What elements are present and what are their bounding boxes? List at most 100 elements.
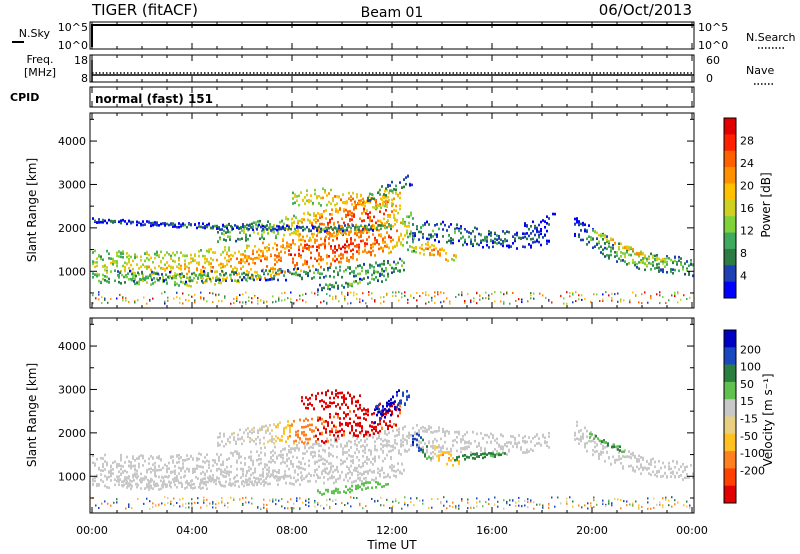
cell [438,454,440,457]
cell [365,480,367,483]
cell [434,224,436,227]
cell [147,276,149,280]
cell [642,458,644,461]
cell [290,476,292,480]
cell [173,497,175,500]
cell [356,293,358,296]
cell [440,453,442,457]
cell [136,281,138,284]
cell [238,260,240,264]
cell [146,497,148,500]
cell [410,211,412,215]
cell [156,469,158,472]
cell [606,240,608,243]
cell [170,254,172,258]
cell [200,506,202,509]
cell [226,263,228,266]
cell [164,302,166,305]
cell [405,182,407,186]
cell [626,245,628,248]
cell [329,413,331,416]
cell [182,465,184,468]
cell [366,225,368,228]
cell [148,258,150,262]
cell [192,467,194,471]
cell [124,461,126,464]
cell [253,440,255,443]
cell [327,488,329,492]
power-cbar-label: Power [dB] [759,172,773,237]
cell [678,255,680,259]
cell [381,485,383,489]
cell [528,227,530,231]
cell [452,464,454,467]
cell [257,297,259,300]
cell [280,226,282,229]
cell [606,235,608,238]
cell [476,227,478,231]
cell [451,258,453,261]
cell [267,426,269,430]
cell [126,486,128,489]
cell [249,234,251,237]
cell [371,197,373,200]
cell [676,263,678,266]
cell [610,237,612,240]
cell [129,482,131,486]
cell [380,447,382,451]
cell [230,302,232,305]
cell [274,469,276,473]
cell [616,251,618,254]
cell [341,293,343,296]
cell [131,272,133,276]
cell [233,497,235,500]
power-marks [92,174,694,305]
cell [136,472,138,476]
cell [406,390,408,393]
cell [145,275,147,279]
cell [146,267,148,270]
cell [108,470,110,473]
cell [272,470,274,474]
cell [337,470,339,473]
cell [671,294,673,297]
cell [596,444,598,447]
cell [320,444,322,448]
cell [262,250,264,253]
cell [349,210,351,213]
cell [98,298,100,301]
cell [247,435,249,438]
cell [257,506,259,509]
cell [688,271,690,274]
cell [140,265,142,269]
cell [144,459,146,463]
cell [393,469,395,473]
cell [612,247,614,250]
cell [266,300,268,303]
cell [196,226,198,230]
cell [179,297,181,300]
cell [526,448,528,452]
cell [332,228,334,231]
cell [327,440,329,443]
cell [314,454,316,457]
cell [460,450,462,454]
cell [346,256,348,260]
cell [650,458,652,462]
cell [250,473,252,477]
cell [310,251,312,255]
cell [542,435,544,438]
cell [321,417,323,421]
cell [382,241,384,244]
cell [330,438,332,442]
cell [204,266,206,270]
cell [257,299,259,302]
cell [219,432,221,435]
cell [193,482,195,486]
cell [146,281,148,284]
cell [480,233,482,236]
cell [351,397,353,400]
cell [512,242,514,245]
cell [371,297,373,300]
cell [320,301,322,304]
